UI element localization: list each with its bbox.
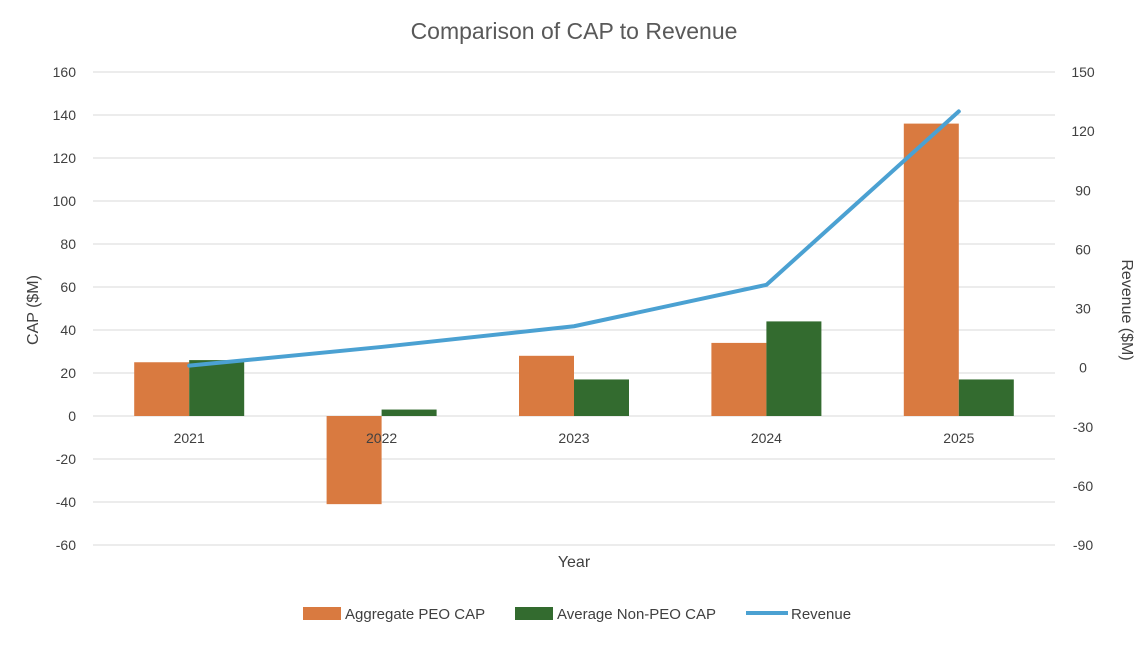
x-tick-label: 2023 [558,430,589,446]
right-axis-ticks: 150 120 90 60 30 0 -30 -60 -90 [1071,64,1095,553]
y-tick-label: 20 [60,365,76,381]
y-tick-label: 100 [53,193,77,209]
y-tick-label: 80 [60,236,76,252]
y2-axis-label: Revenue ($M) [1118,259,1135,360]
bar-aggregate-peo-cap-2023 [519,355,574,416]
x-tick-label: 2025 [943,430,974,446]
bar-aggregate-peo-cap-2022 [326,416,382,505]
y2-tick-label: 30 [1075,301,1091,317]
x-axis-ticks: 2021 2022 2023 2024 2025 [174,430,975,446]
y-tick-label: 160 [53,64,77,80]
y2-tick-label: -30 [1073,419,1093,435]
legend-label-revenue: Revenue [791,606,851,623]
bar-average-non-peo-cap-2021 [189,360,245,416]
bars [134,123,1014,505]
bar-aggregate-peo-cap-2025 [903,123,959,416]
legend-swatch-aggregate-peo-cap [303,607,341,620]
legend-label-aggregate-peo-cap: Aggregate PEO CAP [345,606,485,623]
y2-tick-label: 60 [1075,241,1091,257]
y2-tick-label: 150 [1071,64,1095,80]
y-tick-label: 0 [68,408,76,424]
y-tick-label: 60 [60,279,76,295]
y-tick-label: -60 [56,537,76,553]
legend-label-average-non-peo-cap: Average Non-PEO CAP [557,606,716,623]
y-tick-label: -20 [56,451,76,467]
y-tick-label: 120 [53,150,77,166]
y2-tick-label: 90 [1075,182,1091,198]
legend-swatch-average-non-peo-cap [515,607,553,620]
bar-average-non-peo-cap-2023 [574,379,629,416]
legend: Aggregate PEO CAP Average Non-PEO CAP Reve… [303,606,851,623]
bar-average-non-peo-cap-2025 [958,379,1014,416]
y2-tick-label: 0 [1079,360,1087,376]
y-axis-label: CAP ($M) [25,275,42,345]
y2-tick-label: -60 [1073,478,1093,494]
revenue-line [187,109,961,368]
chart-title: Comparison of CAP to Revenue [411,18,738,44]
x-tick-label: 2021 [174,430,205,446]
bar-average-non-peo-cap-2022 [381,409,437,416]
y-tick-label: 40 [60,322,76,338]
x-axis-label: Year [558,554,591,571]
bar-average-non-peo-cap-2024 [766,321,822,416]
bar-aggregate-peo-cap-2021 [134,362,190,416]
y2-tick-label: 120 [1071,123,1095,139]
y-tick-label: -40 [56,494,76,510]
x-tick-label: 2024 [751,430,782,446]
left-axis-ticks: 160 140 120 100 80 60 40 20 0 -20 -40 -60 [53,64,77,553]
x-tick-label: 2022 [366,430,397,446]
y-tick-label: 140 [53,107,77,123]
revenue-line-layer [187,109,961,368]
bar-aggregate-peo-cap-2024 [711,342,767,416]
y2-tick-label: -90 [1073,537,1093,553]
